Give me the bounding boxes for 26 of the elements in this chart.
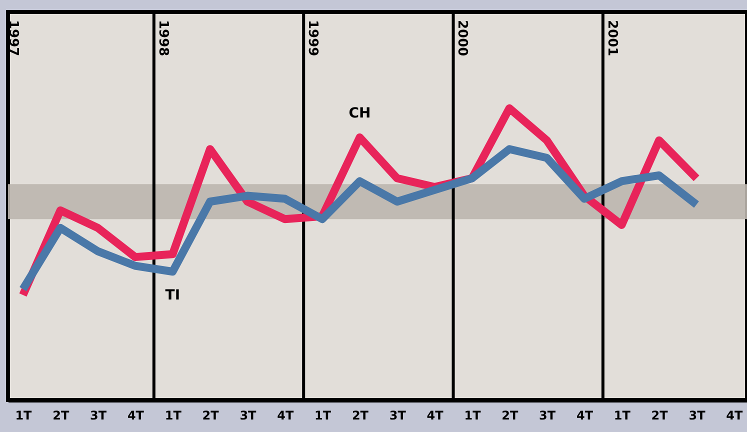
x-tick-label: 3T	[90, 408, 108, 422]
text: 2001	[604, 20, 620, 56]
x-tick-label: 2T	[202, 408, 220, 422]
series-label: TI	[165, 288, 180, 304]
x-tick-label: 4T	[426, 408, 444, 422]
text: 2000	[454, 20, 470, 56]
text: 1999	[304, 20, 320, 56]
series-label: CH	[348, 105, 371, 122]
x-tick-label: 2T	[651, 408, 669, 422]
x-tick-label: 1T	[164, 408, 182, 422]
x-tick-label: 1T	[464, 408, 482, 422]
x-tick-label: 4T	[127, 408, 145, 422]
x-tick-label: 1T	[614, 408, 632, 422]
x-tick-label: 3T	[539, 408, 556, 422]
x-tick-label: 2T	[502, 408, 519, 422]
x-tick-label: 1T	[314, 408, 332, 422]
text: 1998	[155, 20, 170, 56]
x-tick-label: 3T	[688, 408, 706, 422]
x-tick-label: 3T	[389, 408, 407, 422]
x-tick-label: 4T	[726, 408, 744, 422]
x-tick-label: 1T	[15, 408, 33, 422]
x-tick-label: 2T	[52, 408, 70, 422]
x-tick-label: 4T	[576, 408, 594, 422]
x-tick-label: 4T	[277, 408, 294, 422]
x-tick-label: 2T	[352, 408, 370, 422]
x-tick-label: 3T	[240, 408, 258, 422]
